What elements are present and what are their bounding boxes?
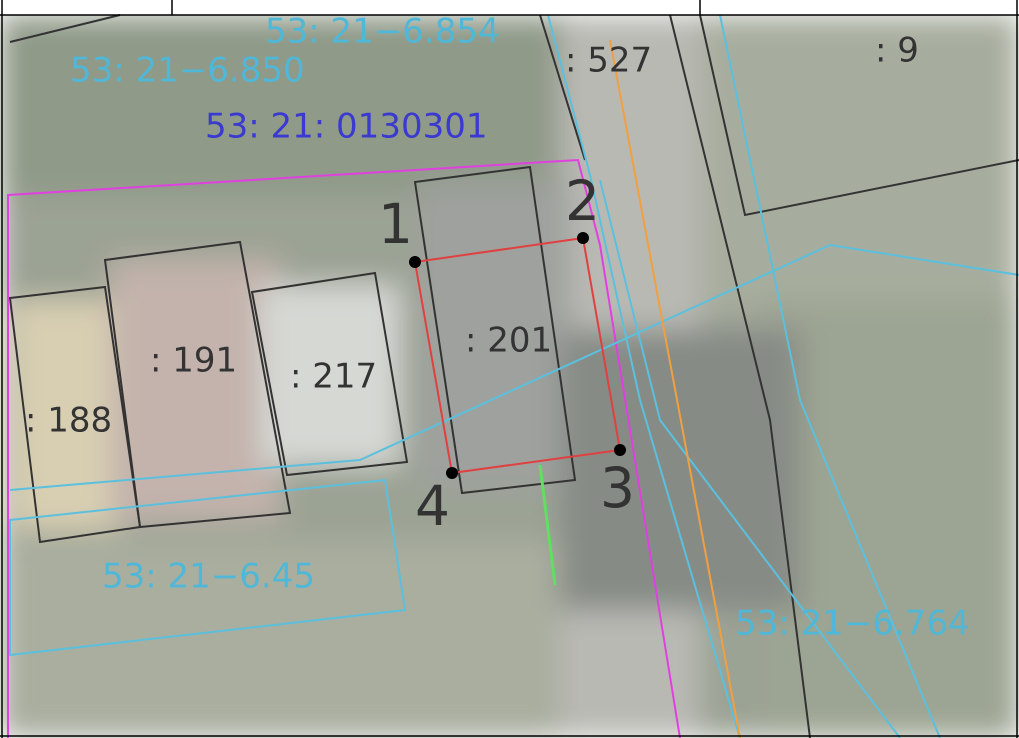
map-label: : 201 [465,321,552,361]
map-label: 2 [565,169,600,233]
map-label: 53: 21: 0130301 [205,107,487,147]
map-label: 53: 21−6.45 [102,557,315,597]
map-label: : 527 [565,41,652,81]
map-label: 1 [378,192,413,256]
map-label: : 9 [875,31,919,71]
map-label: : 217 [290,357,377,397]
map-label: 3 [600,456,635,520]
map-label: 53: 21−6.764 [735,604,970,644]
map-label: 4 [415,474,450,538]
map-label: : 188 [25,401,112,441]
map: 53: 21−6.85453: 21−6.850 53: 21: 0130301:… [0,0,1019,738]
map-label: : 191 [150,341,237,381]
map-label: 53: 21−6.854 [265,12,500,52]
map-label: 53: 21−6.850 [70,51,305,91]
